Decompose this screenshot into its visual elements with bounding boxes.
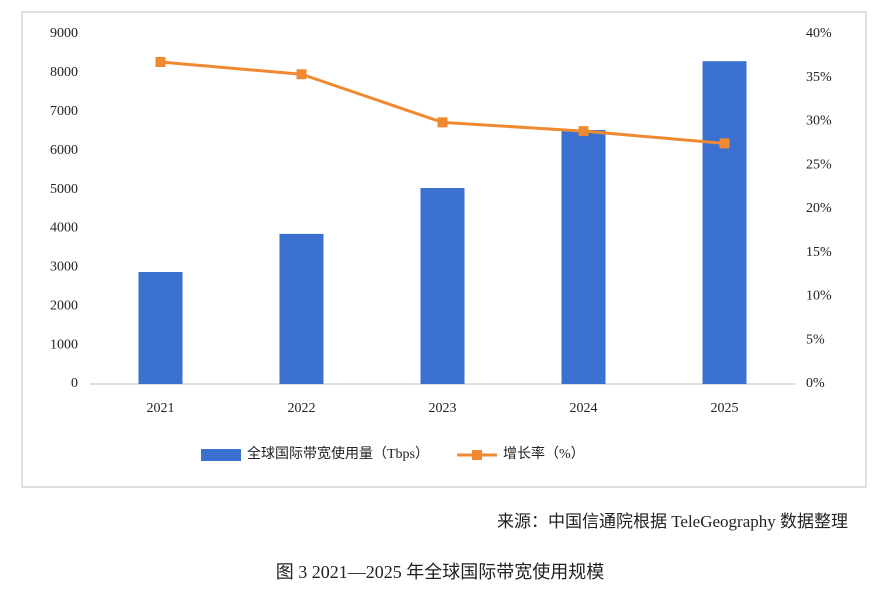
chart-title: 图 3 2021—2025 年全球国际带宽使用规模: [276, 562, 605, 582]
bar: [420, 188, 465, 384]
legend-label: 全球国际带宽使用量（Tbps）: [247, 445, 429, 462]
x-tick-label: 2021: [147, 401, 175, 416]
line-marker: [578, 126, 589, 137]
source-note: 来源：中国信通院根据 TeleGeography 数据整理: [497, 512, 848, 531]
legend-swatch: [201, 449, 241, 461]
legend-swatch: [472, 450, 482, 460]
y-tick-label: 3000: [50, 260, 78, 275]
y2-tick-label: 40%: [806, 26, 832, 41]
y-tick-label: 7000: [50, 104, 78, 119]
y2-tick-label: 15%: [806, 245, 832, 260]
y-tick-label: 4000: [50, 221, 78, 236]
chart-frame: [21, 11, 867, 488]
y2-tick-label: 35%: [806, 70, 832, 85]
y2-tick-label: 25%: [806, 157, 832, 172]
y2-tick-label: 20%: [806, 201, 832, 216]
y2-tick-label: 30%: [806, 114, 832, 129]
y2-tick-label: 5%: [806, 332, 825, 347]
line-marker: [296, 69, 307, 80]
bar: [702, 61, 747, 384]
x-tick-label: 2024: [570, 401, 598, 416]
x-tick-label: 2023: [429, 401, 457, 416]
y-tick-label: 6000: [50, 143, 78, 158]
x-tick-label: 2022: [288, 401, 316, 416]
line: [160, 60, 725, 145]
bar: [138, 272, 183, 384]
y-tick-label: 0: [71, 376, 78, 391]
line-marker: [437, 117, 448, 128]
line-marker: [719, 138, 730, 149]
legend-label: 增长率（%）: [503, 445, 585, 462]
y-tick-label: 5000: [50, 182, 78, 197]
line-marker: [155, 57, 166, 67]
bar: [561, 130, 606, 384]
y-tick-label: 1000: [50, 337, 78, 352]
bar: [279, 233, 324, 384]
y2-tick-label: 0%: [806, 376, 825, 391]
y-tick-label: 2000: [50, 298, 78, 313]
y2-tick-label: 10%: [806, 289, 832, 304]
y-tick-label: 9000: [50, 26, 78, 41]
y-tick-label: 8000: [50, 65, 78, 80]
x-tick-label: 2025: [711, 401, 739, 416]
